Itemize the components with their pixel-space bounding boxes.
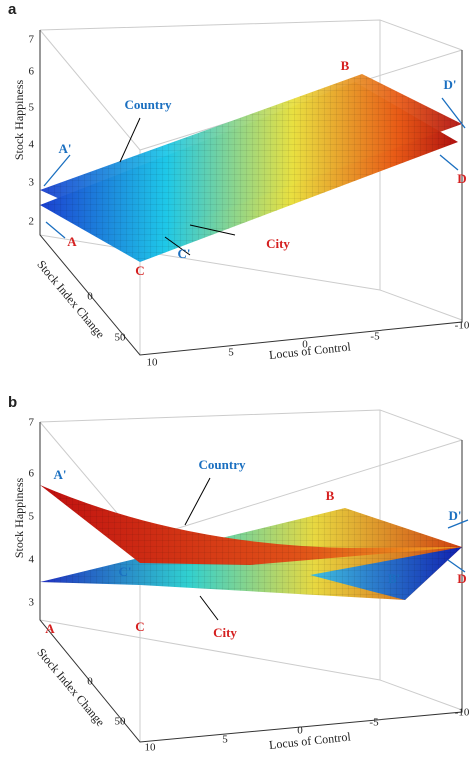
y-axis-label: Stock Index Change: [34, 257, 107, 341]
x-tick-label: -5: [369, 717, 379, 729]
annotation: B: [341, 58, 350, 73]
y-tick-label: 0: [87, 676, 93, 688]
x-tick-label: 10: [147, 357, 159, 369]
annotation: D: [457, 571, 466, 586]
panel-label: a: [8, 1, 17, 18]
panel-label: b: [8, 394, 17, 411]
z-axis-label: Stock Happiness: [12, 478, 26, 559]
annotation: C: [135, 263, 144, 278]
annotation: A': [59, 141, 72, 156]
y-tick-label: 50: [115, 716, 127, 728]
x-axis-label: Locus of Control: [268, 339, 352, 362]
annotation: C: [135, 619, 144, 634]
axes: [39, 422, 463, 743]
x-tick-label: 0: [302, 339, 308, 351]
z-tick-label: 3: [29, 177, 35, 189]
annotation: D: [457, 171, 466, 186]
arrows: [43, 97, 466, 239]
panel-b: [39, 409, 469, 743]
z-tick-label: 7: [29, 417, 35, 429]
z-tick-label: 5: [29, 511, 35, 523]
annotation: A: [45, 621, 55, 636]
y-tick-label: 0: [87, 291, 93, 303]
x-tick-label: 5: [228, 347, 234, 359]
z-tick-label: 2: [29, 216, 35, 228]
leaders: [119, 117, 236, 256]
annotation: Country: [125, 97, 172, 112]
panel-a: [39, 19, 466, 356]
annotation: C': [119, 564, 132, 579]
y-tick-label: 50: [115, 332, 127, 344]
x-tick-label: -5: [370, 331, 380, 343]
annotation: B: [326, 488, 335, 503]
axes: [39, 30, 463, 356]
annotation: D': [444, 77, 457, 92]
box: [39, 19, 463, 355]
x-tick-label: 0: [297, 725, 303, 737]
z-tick-label: 4: [29, 139, 35, 151]
z-tick-label: 6: [29, 468, 35, 480]
annotation: C': [178, 246, 191, 261]
box: [39, 409, 463, 742]
x-tick-label: -10: [455, 707, 470, 719]
x-axis-label: Locus of Control: [268, 729, 352, 752]
annotation: A': [54, 467, 67, 482]
z-tick-label: 5: [29, 102, 35, 114]
z-tick-label: 3: [29, 597, 35, 609]
annotation: City: [213, 625, 237, 640]
leaders: [184, 477, 219, 621]
annotation: D': [449, 508, 462, 523]
x-tick-label: -10: [455, 320, 470, 332]
annotation: B': [388, 571, 400, 586]
mesh: [40, 74, 462, 238]
mesh: [40, 485, 462, 565]
annotation: Country: [199, 457, 246, 472]
annotation: City: [266, 236, 290, 251]
annotation: A: [67, 234, 77, 249]
x-tick-label: 5: [222, 734, 228, 746]
x-tick-label: 10: [145, 742, 157, 754]
z-tick-label: 7: [29, 34, 35, 46]
z-tick-label: 4: [29, 554, 35, 566]
arrows: [447, 519, 469, 573]
z-tick-label: 6: [29, 66, 35, 78]
z-axis-label: Stock Happiness: [12, 80, 26, 161]
